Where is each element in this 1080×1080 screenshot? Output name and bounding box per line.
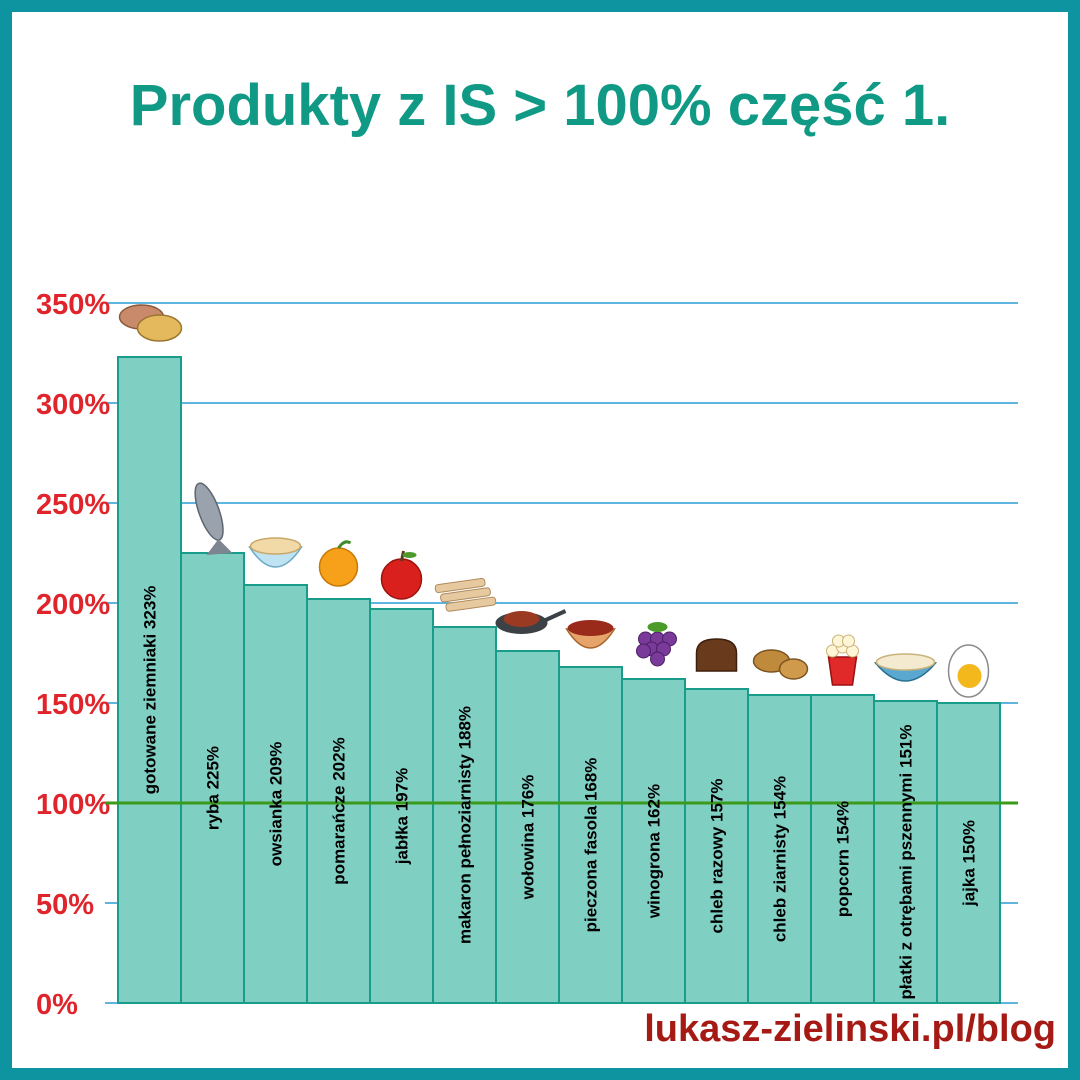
y-tick-label: 350% xyxy=(36,289,110,321)
chart-title: Produkty z IS > 100% część 1. xyxy=(129,73,951,138)
blog-url: lukasz-zielinski.pl/blog xyxy=(644,1008,1056,1050)
rye-bread-icon xyxy=(695,638,738,672)
bar xyxy=(306,598,371,1004)
bar xyxy=(747,694,812,1004)
bar xyxy=(621,678,686,1004)
bar-label: popcorn 154% xyxy=(834,801,853,917)
y-tick-label: 150% xyxy=(36,689,110,721)
bar xyxy=(432,626,497,1004)
grain-bread-icon xyxy=(752,649,809,680)
bar xyxy=(369,608,434,1004)
bar xyxy=(243,584,308,1004)
bar-label: jabłka 197% xyxy=(393,768,412,865)
y-tick-label: 100% xyxy=(36,789,110,821)
bar-label: wołowina 176% xyxy=(519,775,538,901)
bar xyxy=(495,650,560,1004)
grapes-icon xyxy=(636,622,677,667)
bar-label: owsianka 209% xyxy=(267,742,286,867)
y-tick-label: 50% xyxy=(36,889,94,921)
y-tick-label: 250% xyxy=(36,489,110,521)
pasta-icon xyxy=(434,577,497,612)
beef-icon xyxy=(495,609,567,634)
bar xyxy=(684,688,749,1004)
bar-label: pomarańcze 202% xyxy=(330,737,349,884)
beans-icon xyxy=(565,620,616,649)
bar xyxy=(873,700,938,1004)
oatmeal-icon xyxy=(248,537,303,568)
fish-icon xyxy=(194,482,233,555)
y-tick-label: 300% xyxy=(36,389,110,421)
bar xyxy=(936,702,1001,1004)
y-tick-label: 200% xyxy=(36,589,110,621)
cereal-bowl-icon xyxy=(873,653,938,682)
bar-label: ryba 225% xyxy=(204,746,223,830)
bar-label: winogrona 162% xyxy=(645,784,664,919)
orange-icon xyxy=(318,540,359,587)
bar-label: jajka 150% xyxy=(960,820,979,907)
apple-icon xyxy=(380,550,423,600)
bar-label: makaron pełnoziarnisty 188% xyxy=(456,706,475,944)
bar-label: gotowane ziemniaki 323% xyxy=(141,586,160,795)
bar-label: chleb razowy 157% xyxy=(708,779,727,934)
bar-label: pieczona fasola 168% xyxy=(582,758,601,933)
egg-icon xyxy=(947,644,990,698)
popcorn-icon xyxy=(826,634,859,686)
bar-label: płatki z otrębami pszennymi 151% xyxy=(897,725,916,1000)
potato-icon xyxy=(118,304,183,342)
bar-label: chleb ziarnisty 154% xyxy=(771,776,790,942)
bar xyxy=(180,552,245,1004)
y-tick-label: 0% xyxy=(36,989,78,1021)
